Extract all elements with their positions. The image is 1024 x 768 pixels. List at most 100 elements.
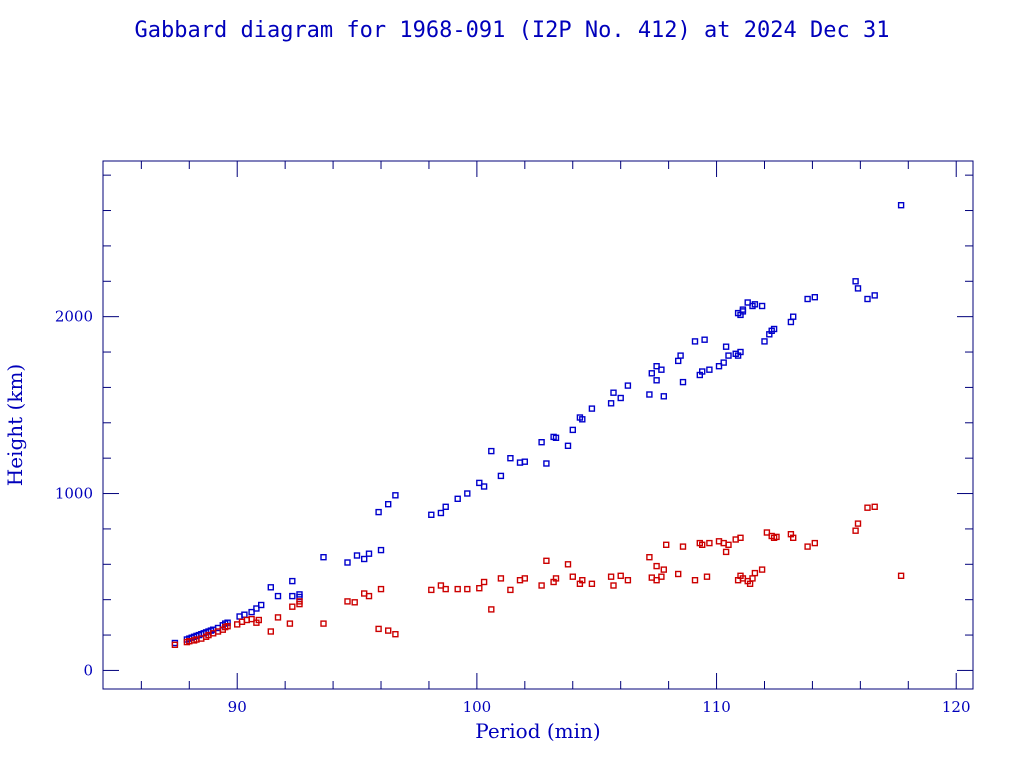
apogee-point <box>653 377 660 384</box>
apogee-point <box>720 359 727 366</box>
apogee-point <box>353 552 361 559</box>
x-tick-label: 100 <box>463 698 492 716</box>
apogee-point <box>248 608 255 616</box>
perigee-point <box>660 566 667 573</box>
apogee-point <box>588 405 596 412</box>
perigee-point <box>320 620 327 627</box>
perigee-point <box>790 534 797 541</box>
perigee-point <box>588 580 596 587</box>
apogee-point <box>725 352 732 359</box>
perigee-point <box>289 603 296 610</box>
perigee-point <box>617 572 624 579</box>
apogee-point <box>804 295 811 303</box>
perigee-point <box>725 541 732 548</box>
apogee-point <box>521 458 528 465</box>
perigee-point <box>538 582 545 589</box>
y-tick-label: 2000 <box>55 308 93 326</box>
perigee-point <box>351 599 358 606</box>
apogee-point <box>770 325 778 333</box>
perigee-point <box>274 614 282 621</box>
apogee-point <box>253 605 260 612</box>
apogee-point <box>171 639 179 647</box>
perigee-point <box>691 577 699 584</box>
y-tick-label: 0 <box>83 661 93 679</box>
apogee-point <box>691 338 699 345</box>
perigee-point <box>773 533 780 541</box>
apogee-point <box>699 368 706 375</box>
apogee-point <box>610 389 617 396</box>
apogee-point <box>715 363 723 370</box>
perigee-point <box>392 631 399 638</box>
apogee-point <box>811 294 818 301</box>
apogee-point <box>648 370 655 377</box>
apogee-point <box>454 495 461 502</box>
perigee-point <box>296 598 303 605</box>
perigee-point <box>658 573 665 580</box>
perigee-point <box>751 569 759 577</box>
plot-frame <box>102 160 974 690</box>
apogee-point <box>507 455 514 462</box>
perigee-point <box>552 575 560 582</box>
perigee-point <box>480 578 488 586</box>
apogee-point <box>344 559 351 566</box>
perigee-point <box>722 548 730 556</box>
perigee-point <box>248 615 255 623</box>
x-axis-label: Period (min) <box>475 719 600 743</box>
apogee-point <box>787 318 795 326</box>
perigee-point <box>646 554 653 561</box>
y-axis-label: Height (km) <box>3 364 27 486</box>
perigee-point <box>521 575 528 582</box>
x-tick-label: 90 <box>228 698 247 716</box>
apogee-point <box>653 363 660 370</box>
apogee-point <box>488 447 495 455</box>
apogee-point <box>464 490 471 497</box>
apogee-point <box>579 416 586 423</box>
perigee-point <box>624 577 632 584</box>
x-tick-label: 120 <box>942 698 971 716</box>
perigee-point <box>706 539 713 547</box>
perigee-point <box>344 598 351 605</box>
perigee-point <box>365 592 373 600</box>
apogee-point <box>706 366 713 373</box>
perigee-point <box>428 586 435 594</box>
perigee-point <box>811 539 818 547</box>
perigee-point <box>579 577 586 584</box>
apogee-point <box>897 201 905 209</box>
apogee-point <box>646 391 653 398</box>
apogee-point <box>660 393 667 400</box>
axis-tick-labels: 90 100 110 120 0 1000 2000 <box>55 308 971 716</box>
apogee-point <box>871 292 878 299</box>
apogee-point <box>552 434 560 441</box>
perigee-point <box>763 529 771 536</box>
perigee-point <box>286 620 294 627</box>
apogee-point <box>564 442 572 449</box>
apogee-point <box>701 336 708 343</box>
apogee-point <box>617 394 624 402</box>
x-tick-label: 110 <box>702 698 731 716</box>
axis-ticks <box>103 161 973 689</box>
apogee-point <box>437 509 445 517</box>
perigee-point <box>758 566 766 573</box>
apogee-point <box>538 439 545 446</box>
perigee-point <box>871 503 878 510</box>
apogee-point <box>658 366 665 373</box>
apogee-point <box>258 601 265 609</box>
apogee-point <box>274 592 282 600</box>
perigee-point <box>679 543 687 550</box>
perigee-point <box>699 541 706 548</box>
apogee-point <box>761 338 768 345</box>
apogee-point <box>428 511 435 518</box>
perigee-point <box>476 585 483 592</box>
apogee-point <box>854 285 862 292</box>
data-points <box>171 201 905 648</box>
perigee-point <box>543 557 550 564</box>
apogee-point <box>480 483 488 490</box>
apogee-point <box>679 378 687 386</box>
perigee-point <box>224 623 231 630</box>
perigee-point <box>703 573 711 580</box>
apogee-point <box>375 508 382 516</box>
perigee-point <box>804 543 811 550</box>
perigee-point <box>569 573 576 580</box>
perigee-point <box>255 616 262 624</box>
apogee-point <box>864 295 871 303</box>
